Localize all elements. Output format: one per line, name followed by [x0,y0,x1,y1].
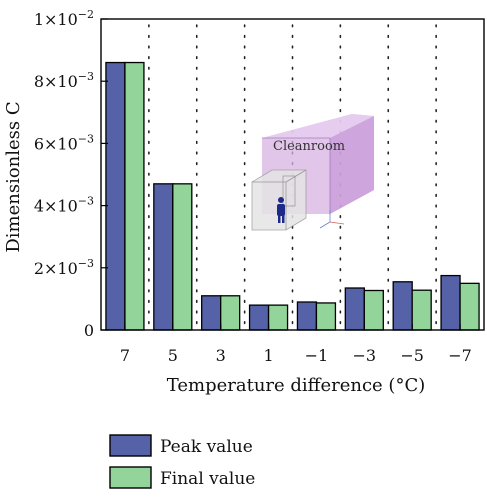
legend-label: Peak value [160,437,253,457]
legend-label: Final value [160,469,255,489]
peak-value-bar [105,61,126,331]
x-tick-label: 5 [168,346,178,365]
peak-value-bar [344,287,365,331]
x-tick-label: −7 [448,346,472,365]
y-tick-label: 4×10−3 [34,195,94,216]
grid-lines [148,24,437,331]
x-tick-label: −5 [400,346,424,365]
y-tick-labels: 0 2×10−3 4×10−3 6×10−3 8×10−3 1×10−2 [34,8,94,340]
x-tick-labels: 7 5 3 1 −1 −3 −5 −7 [120,346,472,365]
final-value-bar [267,304,289,331]
cleanroom-illustration: Cleanroom [251,114,374,231]
y-axis-label: Dimensionless C [3,101,24,252]
x-tick-label: 3 [216,346,226,365]
peak-value-bar [392,281,413,331]
peak-value-bar [201,295,222,331]
person-figure-icon [277,197,285,223]
y-tick-label: 0 [84,321,94,340]
x-tick-label: 1 [263,346,273,365]
peak-value-bar [153,183,174,331]
y-tick-label: 6×10−3 [34,132,94,153]
final-value-bar [315,302,337,331]
legend-swatch [109,434,152,457]
plot-frame [100,18,485,331]
peak-value-bar [440,274,461,331]
peak-value-bar [296,301,318,331]
y-tick-label: 1×10−2 [34,8,94,29]
coordinate-axes-icon [319,210,345,229]
x-tick-label: −3 [353,346,377,365]
x-axis-label: Temperature difference (°C) [167,375,426,396]
peak-value-bar [248,304,270,331]
axes [100,18,485,331]
final-value-bar [411,289,432,331]
final-value-bar [220,295,241,331]
final-value-bar [124,61,145,331]
final-value-bar [172,183,193,331]
legend: Peak value Final value [109,434,255,489]
final-value-bar [459,282,480,331]
y-tick-label: 2×10−3 [34,257,94,278]
x-tick-label: 7 [120,346,130,365]
cleanroom-label: Cleanroom [273,139,345,154]
y-tick-label: 8×10−3 [34,70,94,91]
x-tick-label: −1 [305,346,329,365]
final-value-bar [363,289,384,331]
legend-swatch [109,466,152,489]
